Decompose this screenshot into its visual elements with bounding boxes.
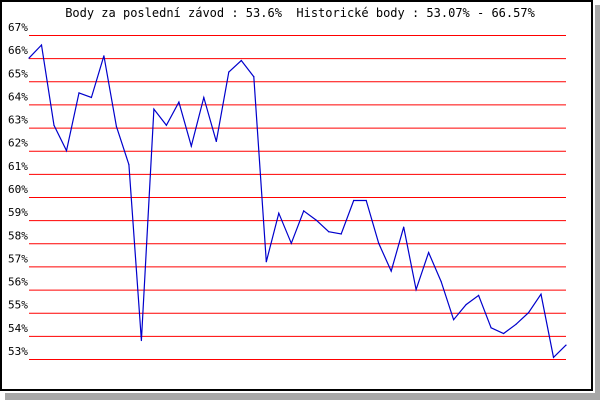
data-point [340, 233, 342, 235]
chart-frame [0, 0, 593, 391]
y-tick-label: 66% [8, 44, 28, 57]
data-point [228, 71, 230, 73]
data-point [65, 150, 68, 152]
data-point [128, 164, 130, 166]
frame-shadow [595, 5, 600, 400]
data-point [540, 293, 542, 295]
data-point [428, 251, 430, 254]
y-tick-label: 56% [8, 276, 28, 289]
data-point [278, 212, 280, 214]
data-point [178, 101, 180, 103]
y-tick-label: 65% [8, 67, 28, 80]
y-tick-label: 53% [8, 345, 28, 358]
data-point [90, 96, 93, 99]
data-point [165, 124, 167, 126]
data-point [565, 344, 567, 346]
y-tick-label: 57% [8, 252, 28, 265]
data-point [502, 332, 505, 335]
data-point [115, 125, 118, 128]
data-point [253, 76, 255, 78]
data-point [203, 96, 205, 99]
y-tick-label: 60% [8, 183, 28, 196]
data-point [153, 108, 155, 110]
data-point [365, 199, 367, 202]
data-point [403, 226, 405, 228]
data-point [190, 145, 192, 147]
series-line [28, 43, 567, 359]
data-point [490, 327, 492, 329]
data-point [552, 356, 555, 358]
y-tick-label: 62% [8, 137, 28, 150]
data-point [465, 304, 467, 306]
data-point [527, 312, 530, 314]
data-point [240, 59, 242, 62]
data-point [265, 261, 267, 263]
data-point [378, 242, 380, 244]
data-point [328, 231, 330, 233]
y-tick-label: 61% [8, 160, 28, 173]
chart-title: Body za poslední závod : 53.6% Historick… [65, 6, 535, 20]
data-point [453, 319, 455, 321]
data-point [477, 294, 480, 296]
data-point [390, 270, 392, 272]
data-point [353, 199, 355, 202]
data-point [53, 124, 55, 126]
data-point [215, 140, 217, 143]
y-tick-label: 58% [8, 229, 28, 242]
data-point [290, 242, 292, 244]
y-tick-label: 63% [8, 114, 28, 127]
data-point [28, 57, 30, 59]
data-point [40, 44, 43, 46]
y-tick-label: 64% [8, 90, 28, 103]
data-point [303, 210, 305, 212]
data-point [140, 339, 142, 342]
y-tick-label: 59% [8, 206, 28, 219]
y-tick-label: 67% [8, 21, 28, 34]
data-point [78, 92, 80, 94]
data-point [415, 288, 417, 291]
data-point [103, 55, 105, 57]
data-point [315, 219, 317, 221]
y-tick-label: 54% [8, 322, 28, 335]
data-point [515, 323, 517, 325]
frame-shadow [5, 393, 600, 400]
y-tick-label: 55% [8, 299, 28, 312]
data-point [440, 280, 442, 283]
